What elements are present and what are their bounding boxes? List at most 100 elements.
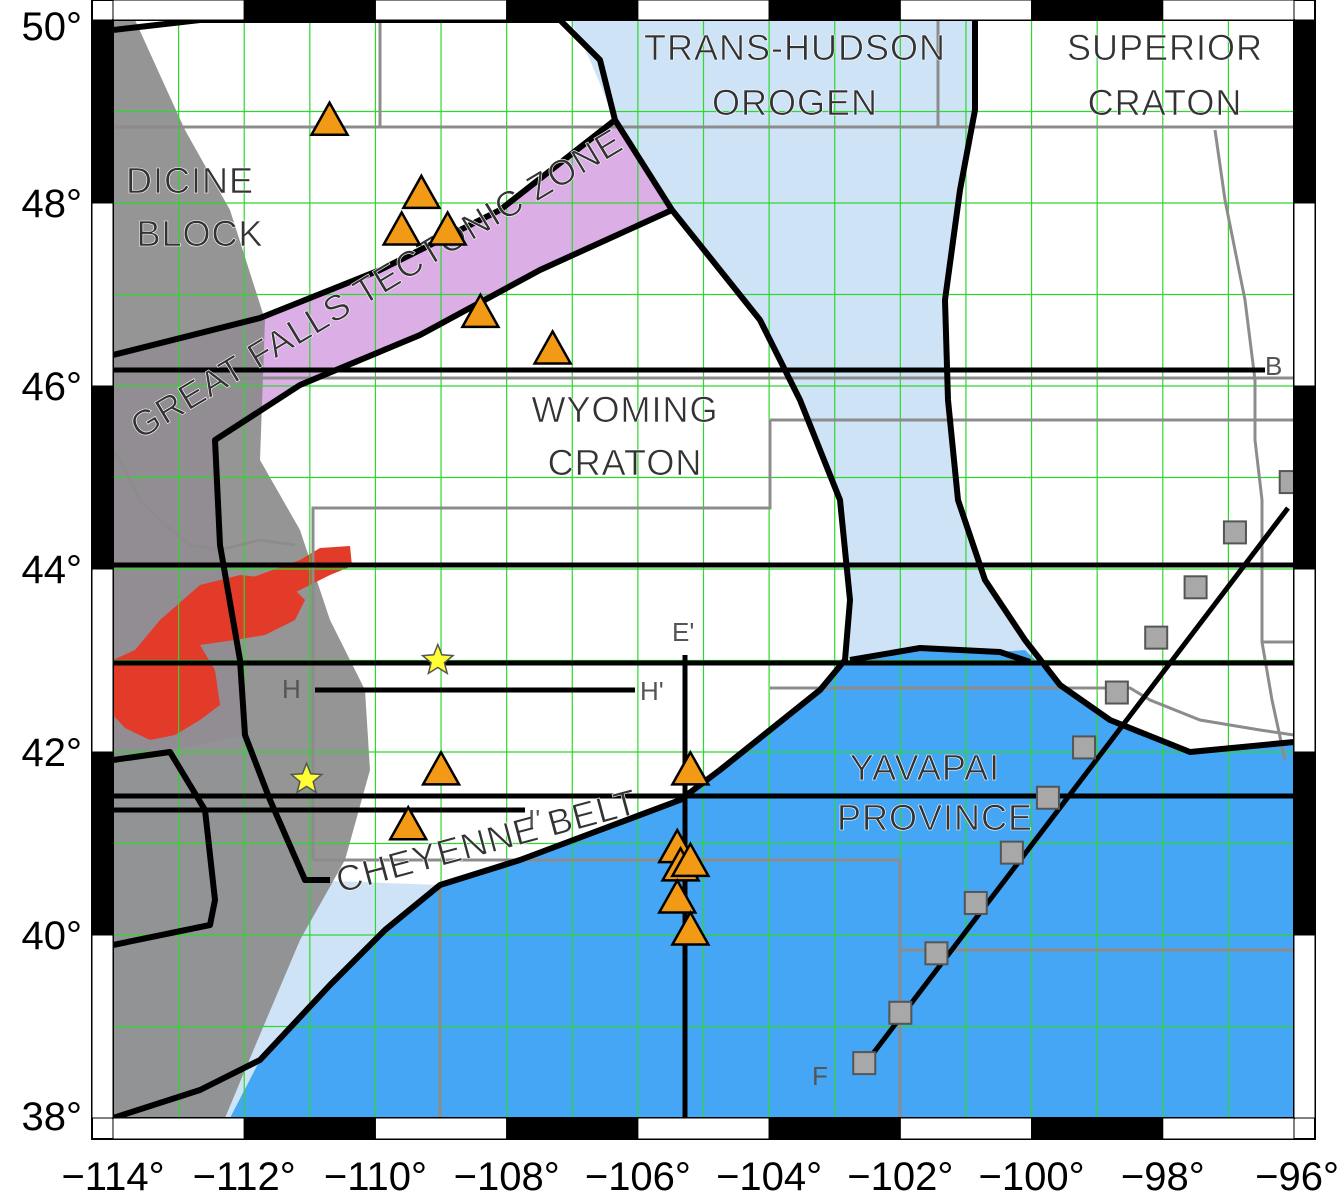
profile-square-marker <box>1144 625 1169 650</box>
y-tick-label: 50° <box>22 5 83 49</box>
frame-bar-bottom <box>112 1117 245 1140</box>
superior-label-2: CRATON <box>1088 82 1243 123</box>
frame-bar-top <box>899 0 1033 21</box>
seismic-station-triangle <box>381 209 422 246</box>
frame-bar-left <box>91 202 114 387</box>
wyoming-border <box>311 420 772 860</box>
y-tick-label: 40° <box>22 914 83 958</box>
seismic-station-triangle <box>309 100 350 136</box>
gftz-south-boundary <box>212 207 674 883</box>
profile-square-marker <box>1072 735 1097 760</box>
profile-b-label: B <box>1265 351 1282 381</box>
frame-bar-right <box>1293 202 1316 387</box>
superior-label: SUPERIOR <box>1067 27 1263 68</box>
block-boundary-west <box>113 749 218 948</box>
x-tick-label: −110° <box>324 1155 427 1199</box>
x-tick-label: −114° <box>61 1155 164 1199</box>
seismic-station-triangle <box>388 804 429 841</box>
x-tick-label: −96° <box>1255 1155 1339 1199</box>
frame-bar-bottom <box>637 1117 770 1140</box>
seismic-station-triangle <box>657 877 698 914</box>
y-tick-label: 38° <box>22 1095 83 1139</box>
trans-hudson-label: TRANS-HUDSON <box>644 27 946 68</box>
profile-labels: B E' H H' I' F <box>282 351 1282 1091</box>
map-area: TRANS-HUDSON OROGEN SUPERIOR CRATON DICI… <box>113 20 1294 1118</box>
seismic-station-triangle <box>427 209 468 246</box>
frame-bar-right <box>1293 568 1316 753</box>
frame-bar-bottom <box>1162 1117 1295 1140</box>
profile-square-marker <box>1222 520 1247 545</box>
frame-bar-bottom <box>374 1117 508 1140</box>
trans-hudson-label-2: OROGEN <box>712 82 878 123</box>
yavapai-label-2: PROVINCE <box>837 797 1033 838</box>
seismic-station-triangle <box>670 909 711 946</box>
frame-bar-top <box>112 0 245 21</box>
yavapai-label: YAVAPAI <box>850 747 1000 788</box>
seismic-station-triangle <box>532 328 573 365</box>
frame-bar-right <box>1293 751 1316 936</box>
medicine-block-label: DICINE <box>126 160 254 201</box>
frame-bar-left <box>91 385 114 570</box>
nebraska-border <box>770 686 1294 737</box>
yavapai-north-boundary <box>849 645 1031 665</box>
frame-bar-left <box>91 568 114 753</box>
seismic-station-triangle <box>460 292 501 329</box>
profile-square-marker <box>1183 575 1208 600</box>
frame-bar-top <box>637 0 770 21</box>
seismic-station-triangle <box>670 841 711 878</box>
axis-tick-labels: −114° −112° −110° −108° −106° −104° −102° −100°… <box>22 5 1340 1199</box>
profile-h-prime-label: H' <box>640 676 664 706</box>
profile-square-marker <box>1278 470 1294 495</box>
y-tick-label: 44° <box>22 548 83 592</box>
frame-bar-bottom <box>768 1117 901 1140</box>
idaho-border-river <box>113 449 296 552</box>
x-tick-label: −104° <box>716 1155 822 1199</box>
map-frame <box>91 0 1316 1140</box>
profile-f-label: F <box>812 1061 828 1091</box>
profile-square-marker <box>963 890 988 915</box>
frame-bar-bottom <box>506 1117 639 1140</box>
volcanic-patch-main <box>113 575 305 740</box>
frame-bar-right <box>1293 934 1316 1119</box>
frame-bar-left <box>91 19 114 204</box>
seismic-station-triangle <box>401 173 442 210</box>
profile-square-marker <box>999 840 1024 865</box>
frame-bar-top <box>1031 0 1164 21</box>
profile-square-marker <box>1035 785 1060 810</box>
frame-bar-bottom <box>243 1117 376 1140</box>
profile-i-prime-label: I' <box>528 804 540 834</box>
wyoming-craton-boundary <box>113 20 853 1118</box>
frame-bar-bottom <box>1031 1117 1164 1140</box>
seismic-station-triangle <box>670 749 711 786</box>
profile-square-marker <box>924 941 949 966</box>
profile-e-label: E' <box>672 617 694 647</box>
frame-bar-right <box>1293 385 1316 570</box>
x-tick-label: −100° <box>979 1155 1085 1199</box>
wyoming-label: WYOMING <box>532 389 719 430</box>
frame-bar-top <box>768 0 901 21</box>
profile-square-marker <box>888 1000 913 1025</box>
y-tick-label: 48° <box>22 182 83 226</box>
yavapai-province-region <box>230 648 1294 1118</box>
volcano-star <box>420 642 455 676</box>
y-tick-label: 42° <box>22 731 83 775</box>
frame-bar-top <box>243 0 376 21</box>
red-river <box>1213 129 1287 761</box>
x-tick-label: −112° <box>193 1155 296 1199</box>
frame-bar-top <box>506 0 639 21</box>
frame-bar-top <box>374 0 508 21</box>
state-boundaries <box>113 20 1294 1118</box>
volcanic-fields <box>113 546 352 740</box>
frame-bar-left <box>91 751 114 936</box>
markers <box>289 100 1294 1076</box>
profile-square-marker <box>1104 680 1129 705</box>
seismic-station-triangle <box>420 749 462 786</box>
volcano-star <box>289 761 324 795</box>
profile-h-label: H <box>282 674 301 704</box>
frame-bar-left <box>91 934 114 1119</box>
x-tick-label: −106° <box>585 1155 691 1199</box>
frame-bar-bottom <box>899 1117 1033 1140</box>
profile-square-marker <box>852 1051 877 1076</box>
profile-lines <box>113 367 1294 1118</box>
